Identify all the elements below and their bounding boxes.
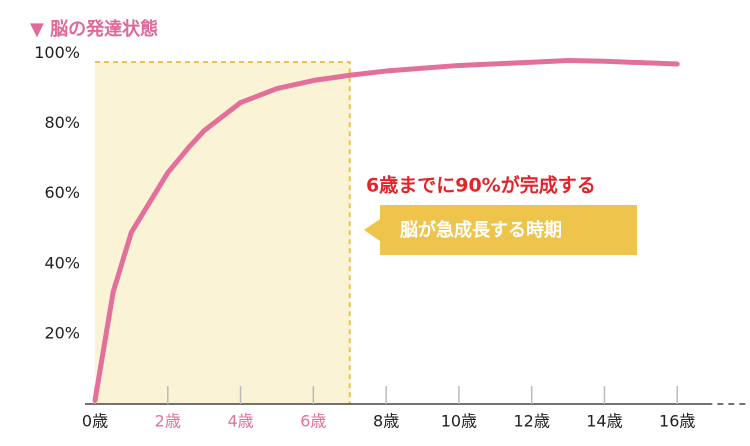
x-tick-label: 4歳	[227, 412, 253, 431]
annotation-label: 脳が急成長する時期	[400, 219, 562, 241]
x-tick-label: 8歳	[373, 412, 399, 431]
x-tick-label: 6歳	[300, 412, 326, 431]
y-tick-label: 60%	[44, 183, 80, 202]
chart-title: ▼ 脳の発達状態	[30, 18, 158, 40]
x-tick-label: 16歳	[659, 412, 695, 431]
annotation-text: 6歳までに90%が完成する	[366, 174, 596, 197]
x-tick-label: 2歳	[155, 412, 181, 431]
y-tick-label: 80%	[44, 113, 80, 132]
annotation-box	[364, 205, 637, 255]
y-tick-label: 40%	[44, 253, 80, 272]
x-tick-label: 14歳	[586, 412, 622, 431]
y-tick-label: 20%	[44, 323, 80, 342]
x-tick-label: 10歳	[441, 412, 477, 431]
x-tick-label: 12歳	[513, 412, 549, 431]
highlight-border	[95, 61, 351, 404]
y-tick-label: 100%	[34, 43, 80, 62]
data-line	[92, 58, 680, 403]
x-tick-label: 0歳	[82, 412, 108, 431]
